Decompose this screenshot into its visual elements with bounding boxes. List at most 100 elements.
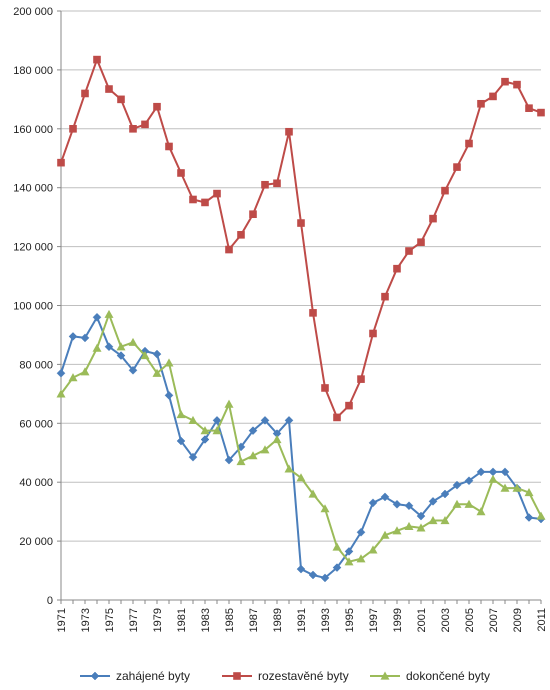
data-point [80, 367, 90, 376]
y-tick-label: 140 000 [13, 183, 53, 195]
data-point [309, 309, 317, 317]
data-point [536, 511, 546, 520]
data-point [56, 389, 66, 398]
y-tick-label: 180 000 [13, 65, 53, 77]
x-tick-label: 1971 [56, 608, 68, 632]
data-point [476, 467, 486, 477]
data-point [272, 434, 282, 444]
x-tick-label: 1973 [80, 608, 92, 632]
data-point [404, 501, 414, 511]
data-point [237, 231, 245, 239]
legend-item: dokončené byty [370, 669, 490, 683]
data-point [464, 499, 474, 508]
axes [57, 10, 542, 604]
data-point [477, 99, 485, 108]
y-tick-label: 100 000 [13, 301, 53, 313]
data-point [356, 554, 366, 563]
data-point [176, 436, 186, 446]
y-tick-label: 120 000 [13, 242, 53, 254]
x-tick-label: 1997 [368, 608, 380, 632]
data-point [296, 564, 306, 574]
data-point [512, 483, 522, 492]
y-tick-label: 40 000 [19, 477, 53, 489]
data-point [233, 672, 241, 680]
data-point [416, 523, 426, 532]
data-point [56, 368, 66, 378]
data-point [213, 189, 221, 198]
data-point [297, 219, 305, 227]
data-point [465, 139, 473, 148]
data-point [320, 504, 330, 513]
data-point [129, 125, 137, 133]
data-point [200, 435, 210, 444]
legend-item: rozestavěné byty [222, 669, 349, 683]
series-line [60, 313, 542, 563]
legend-label: dokončené byty [406, 669, 490, 683]
data-point [381, 292, 389, 301]
data-point [68, 373, 78, 382]
x-tick-label: 1993 [320, 608, 332, 632]
data-point [90, 671, 100, 681]
data-point [380, 530, 390, 539]
data-point [260, 416, 270, 425]
data-point [393, 264, 401, 273]
data-point [284, 416, 294, 425]
data-point [369, 329, 377, 338]
data-point [321, 384, 329, 392]
x-tick-label: 1975 [104, 608, 116, 632]
x-tick-label: 1977 [128, 608, 140, 632]
data-point [212, 416, 222, 425]
data-point [524, 513, 534, 522]
data-point [212, 426, 222, 435]
data-point [392, 499, 402, 509]
data-point [200, 426, 210, 435]
data-point [140, 351, 150, 360]
data-point [248, 451, 258, 460]
data-point [357, 375, 365, 383]
data-point [440, 489, 450, 499]
data-point [225, 245, 233, 254]
x-tick-label: 1987 [248, 608, 260, 632]
data-point [513, 80, 521, 89]
data-point [261, 180, 269, 189]
data-point [105, 85, 113, 93]
x-tick-label: 2011 [536, 608, 548, 632]
data-point [404, 521, 414, 530]
data-point [93, 55, 101, 64]
data-point [380, 492, 390, 502]
y-tick-label: 80 000 [19, 359, 53, 371]
data-point [429, 214, 437, 223]
data-point [80, 333, 90, 343]
data-point [249, 210, 257, 219]
data-point [116, 342, 126, 351]
data-point [273, 179, 281, 188]
data-point [116, 351, 126, 360]
data-point [236, 457, 246, 466]
data-point [356, 527, 366, 537]
data-point [69, 125, 77, 133]
legend: zahájené byty rozestavěné byty dokončené b… [80, 669, 490, 683]
data-point [500, 467, 510, 477]
data-point [152, 349, 162, 359]
x-tick-label: 2001 [416, 608, 428, 632]
x-axis-tick-labels: 1971 1973 1975 1977 1979 1981 1983 1985 1987 1989… [56, 608, 548, 632]
data-point [524, 488, 534, 497]
data-point [392, 526, 402, 535]
series-lines [56, 55, 546, 583]
data-point [380, 671, 390, 680]
data-point [92, 343, 102, 352]
data-point [284, 464, 294, 473]
x-tick-label: 1983 [200, 608, 212, 632]
data-point [260, 445, 270, 454]
data-point [417, 238, 425, 246]
data-point [81, 89, 89, 98]
data-point [224, 455, 234, 465]
data-point [285, 127, 293, 136]
data-point [501, 77, 509, 86]
x-tick-label: 1981 [176, 608, 188, 632]
data-point [188, 452, 198, 462]
x-tick-label: 2003 [440, 608, 452, 632]
x-tick-label: 1999 [392, 608, 404, 632]
